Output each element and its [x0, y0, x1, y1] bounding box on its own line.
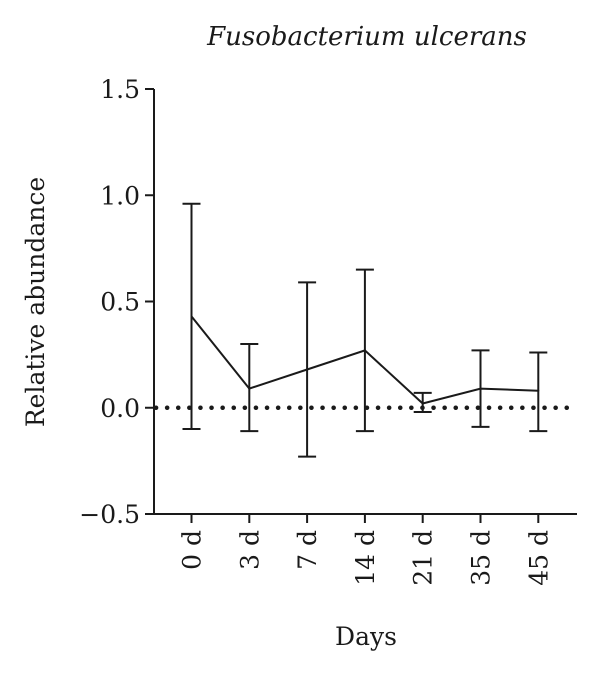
x-tick-label: 0 d [178, 530, 207, 570]
data-point [537, 389, 540, 392]
chart-title: Fusobacterium ulcerans [206, 22, 527, 52]
error-bar [529, 351, 548, 433]
x-tick-label: 45 d [524, 530, 553, 586]
series-group [190, 315, 540, 405]
y-tick-label: −0.5 [79, 500, 140, 529]
y-tick-label: 0.0 [100, 394, 140, 423]
error-bars [182, 202, 548, 458]
x-ticks: 0 d 3 d 7 d 14 d 21 d 35 d 45 d [178, 514, 553, 586]
x-tick-label: 3 d [235, 530, 264, 570]
y-tick-label: 1.5 [100, 75, 140, 104]
x-axis-title: Days [335, 622, 397, 651]
data-point [190, 315, 193, 318]
x-tick-label: 35 d [467, 530, 496, 586]
data-point [479, 387, 482, 390]
x-tick-label: 21 d [409, 530, 438, 586]
data-point [248, 387, 251, 390]
data-point [306, 368, 309, 371]
x-tick-label: 7 d [293, 530, 322, 570]
y-ticks: 1.5 1.0 0.5 0.0 −0.5 [79, 75, 154, 529]
y-axis-title: Relative abundance [21, 177, 50, 427]
y-tick-label: 0.5 [100, 288, 140, 317]
data-point [421, 402, 424, 405]
x-tick-label: 14 d [351, 530, 380, 586]
y-tick-label: 1.0 [100, 181, 140, 210]
data-point [363, 349, 366, 352]
